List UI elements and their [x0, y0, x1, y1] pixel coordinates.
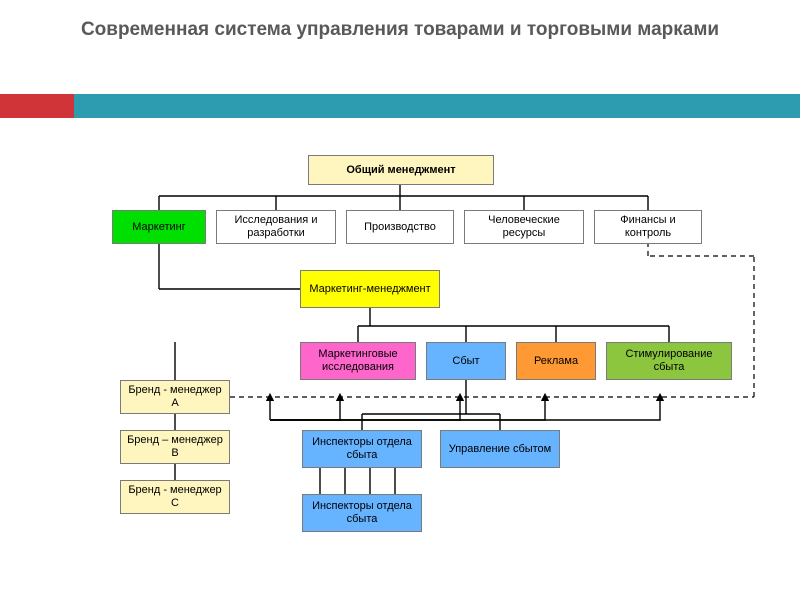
node-insp2: Инспекторы отдела сбыта: [302, 494, 422, 532]
node-prod: Производство: [346, 210, 454, 244]
node-rnd: Исследования и разработки: [216, 210, 336, 244]
node-insp1: Инспекторы отдела сбыта: [302, 430, 422, 468]
node-brandB: Бренд – менеджер B: [120, 430, 230, 464]
node-promo: Стимулирование сбыта: [606, 342, 732, 380]
node-salesMgmt: Управление сбытом: [440, 430, 560, 468]
node-mmgmt: Маркетинг-менеджмент: [300, 270, 440, 308]
node-fin: Финансы и контроль: [594, 210, 702, 244]
node-marketing: Маркетинг: [112, 210, 206, 244]
node-adv: Реклама: [516, 342, 596, 380]
node-brandA: Бренд - менеджер A: [120, 380, 230, 414]
node-hr: Человеческие ресурсы: [464, 210, 584, 244]
node-top: Общий менеджмент: [308, 155, 494, 185]
node-research: Маркетинговые исследования: [300, 342, 416, 380]
node-brandC: Бренд - менеджер C: [120, 480, 230, 514]
org-diagram: Общий менеджмент Маркетинг Исследования и …: [0, 0, 800, 600]
node-sales: Сбыт: [426, 342, 506, 380]
